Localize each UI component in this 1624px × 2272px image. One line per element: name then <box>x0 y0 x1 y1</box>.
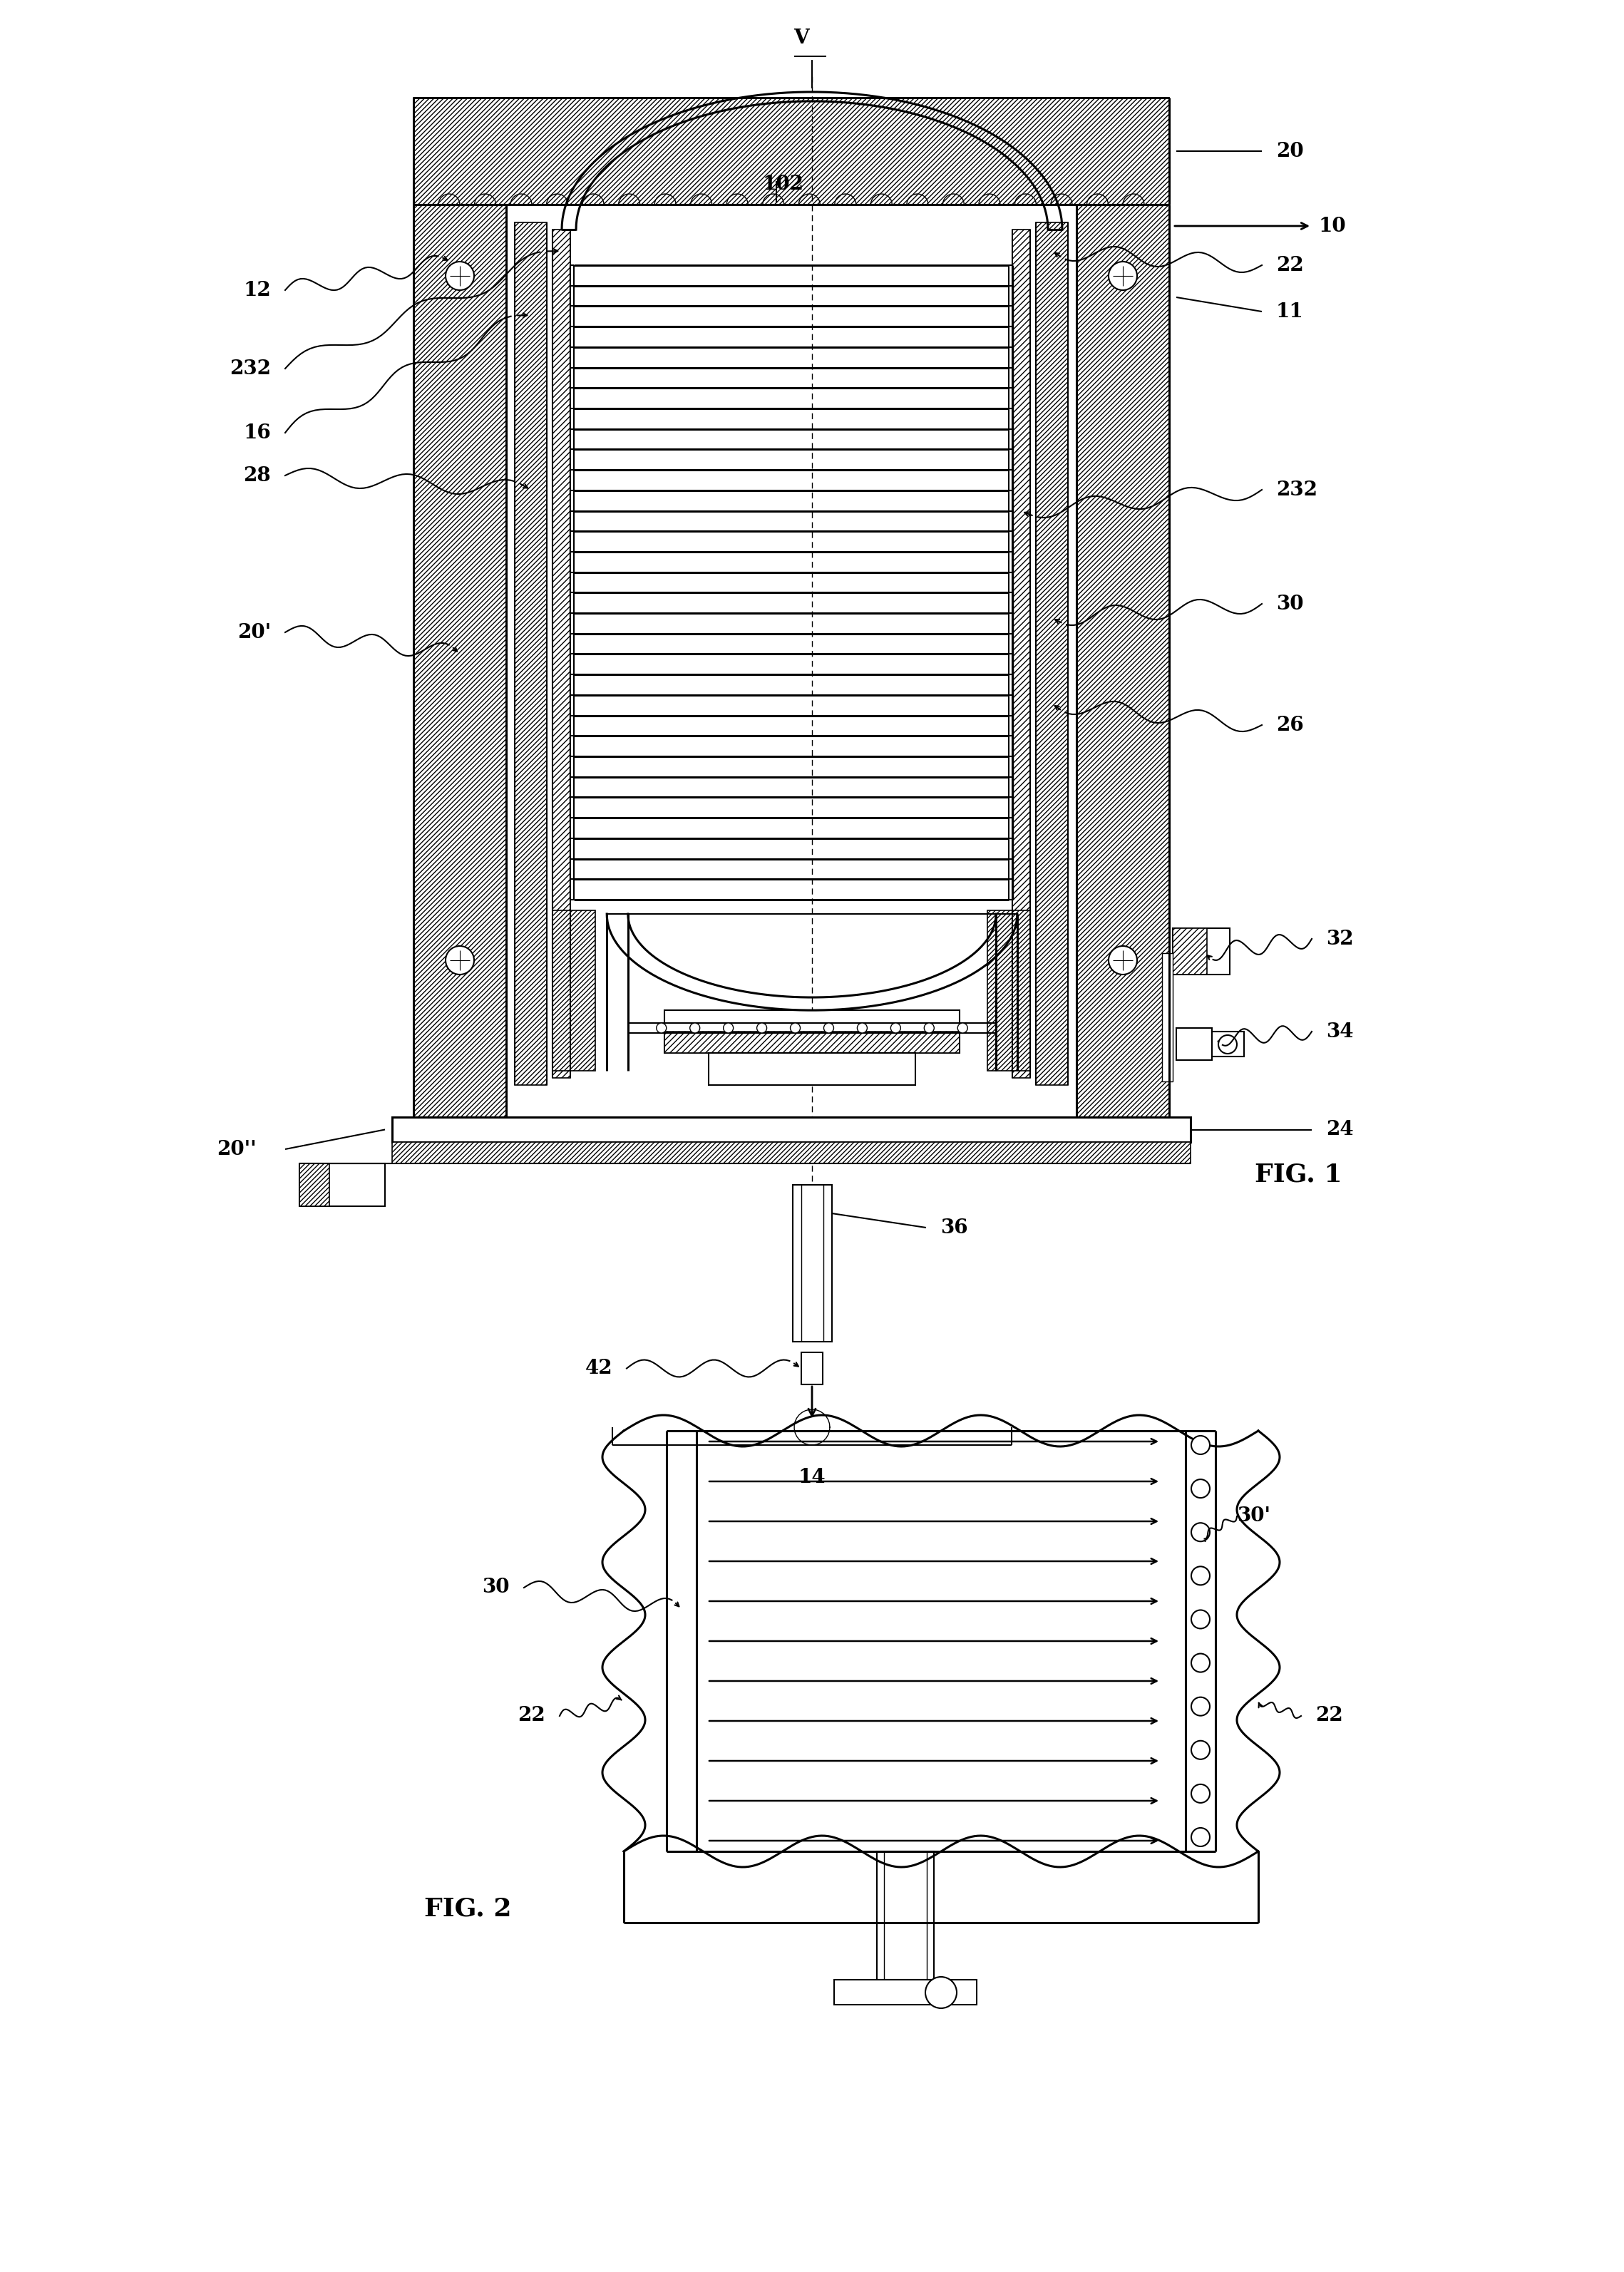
Text: 12: 12 <box>244 279 271 300</box>
Bar <box>299 1163 330 1206</box>
Bar <box>1036 223 1069 1086</box>
Text: 30: 30 <box>1276 595 1304 613</box>
Circle shape <box>1192 1436 1210 1454</box>
Circle shape <box>656 1022 666 1034</box>
Text: 14: 14 <box>799 1468 825 1486</box>
Bar <box>1077 204 1169 1118</box>
Bar <box>987 911 1030 1070</box>
Text: 22: 22 <box>518 1706 546 1724</box>
Circle shape <box>723 1022 734 1034</box>
Circle shape <box>1109 261 1137 291</box>
Bar <box>414 98 1169 204</box>
Text: 30': 30' <box>1237 1506 1270 1527</box>
Text: 30: 30 <box>482 1579 510 1597</box>
Text: 20'': 20'' <box>218 1141 257 1159</box>
Text: 28: 28 <box>244 466 271 486</box>
Bar <box>1163 954 1173 1081</box>
Bar <box>391 1118 1190 1143</box>
Text: 36: 36 <box>940 1218 968 1238</box>
Circle shape <box>926 1977 957 2008</box>
Circle shape <box>924 1022 934 1034</box>
Text: 11: 11 <box>1276 302 1304 320</box>
Circle shape <box>1192 1479 1210 1497</box>
Circle shape <box>1192 1784 1210 1804</box>
Bar <box>710 1052 914 1086</box>
Bar <box>552 229 570 1077</box>
Circle shape <box>958 1022 968 1034</box>
Circle shape <box>791 1022 801 1034</box>
Text: 24: 24 <box>1327 1120 1353 1138</box>
Bar <box>664 1011 960 1052</box>
Text: 34: 34 <box>1327 1022 1353 1041</box>
Text: 42: 42 <box>585 1359 612 1379</box>
Bar <box>1176 1027 1212 1061</box>
Bar <box>664 1031 960 1052</box>
Text: FIG. 1: FIG. 1 <box>1255 1161 1341 1186</box>
Bar <box>391 1143 1190 1163</box>
Bar <box>877 1852 934 1979</box>
Text: 22: 22 <box>1315 1706 1343 1724</box>
Bar <box>515 223 547 1086</box>
Text: 10: 10 <box>1319 216 1346 236</box>
Circle shape <box>690 1022 700 1034</box>
Bar <box>1012 229 1030 1077</box>
Bar <box>793 1184 831 1343</box>
Circle shape <box>1192 1829 1210 1847</box>
Text: 102: 102 <box>763 175 804 193</box>
Bar <box>552 911 596 1070</box>
Circle shape <box>445 945 474 975</box>
Text: 20': 20' <box>237 623 271 643</box>
Bar <box>835 1979 976 2004</box>
Bar <box>1212 1031 1244 1056</box>
Circle shape <box>757 1022 767 1034</box>
Circle shape <box>1192 1565 1210 1586</box>
Text: 16: 16 <box>244 423 271 443</box>
Text: 20: 20 <box>1276 141 1304 161</box>
Text: 26: 26 <box>1276 716 1304 734</box>
Circle shape <box>1192 1740 1210 1759</box>
Circle shape <box>1218 1036 1237 1054</box>
Text: V: V <box>794 30 809 48</box>
Bar <box>299 1163 385 1206</box>
Text: 232: 232 <box>229 359 271 377</box>
Circle shape <box>1192 1654 1210 1672</box>
Circle shape <box>890 1022 901 1034</box>
Text: FIG. 2: FIG. 2 <box>424 1897 512 1920</box>
Circle shape <box>823 1022 833 1034</box>
Text: 232: 232 <box>1276 479 1317 500</box>
Bar <box>1173 929 1229 975</box>
Bar <box>1173 929 1207 975</box>
Text: 22: 22 <box>1276 254 1304 275</box>
Circle shape <box>445 261 474 291</box>
Circle shape <box>857 1022 867 1034</box>
Bar <box>801 1352 823 1384</box>
Text: 32: 32 <box>1327 929 1353 947</box>
Circle shape <box>1192 1611 1210 1629</box>
Bar <box>414 204 507 1118</box>
Circle shape <box>1109 945 1137 975</box>
Circle shape <box>1192 1697 1210 1715</box>
Circle shape <box>1192 1522 1210 1540</box>
